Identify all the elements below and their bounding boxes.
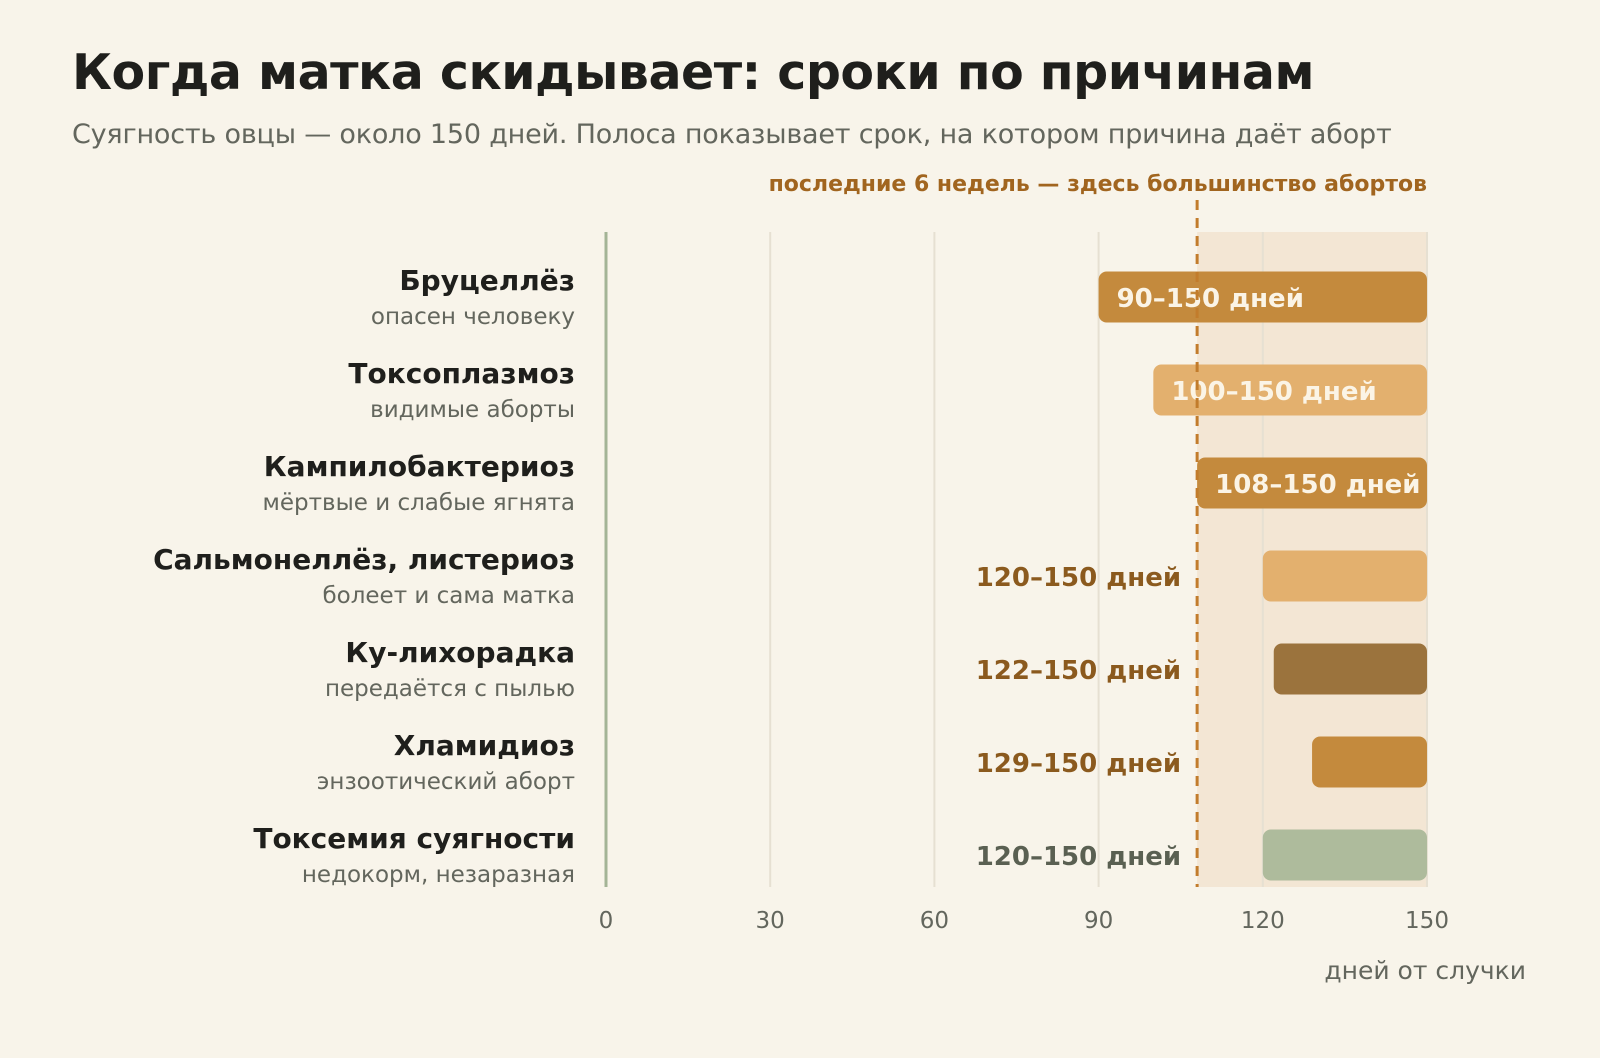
category-note-5: передаётся с пылью <box>325 676 575 702</box>
bar-value-label-3: 108–150 дней <box>1215 470 1420 500</box>
bar-7 <box>1262 829 1427 881</box>
category-note-1: опасен человеку <box>371 304 575 330</box>
category-label-2: Токсоплазмоз <box>348 357 575 390</box>
bar-value-label-5: 122–150 дней <box>976 656 1181 686</box>
highlight-zone-label: последние 6 недель — здесь большинство а… <box>769 172 1427 197</box>
category-label-4: Сальмонеллёз, листериоз <box>153 543 575 576</box>
category-note-6: энзоотический аборт <box>317 769 575 795</box>
bar-value-label-4: 120–150 дней <box>976 563 1181 593</box>
bar-value-label-1: 90–150 дней <box>1117 284 1304 314</box>
bar-1 <box>1098 271 1427 323</box>
bar-value-label-7: 120–150 дней <box>976 842 1181 872</box>
category-note-3: мёртвые и слабые ягнята <box>263 490 575 516</box>
x-tick-label-90: 90 <box>1084 908 1113 934</box>
bar-3 <box>1197 457 1427 509</box>
x-tick-label-60: 60 <box>920 908 949 934</box>
x-tick-label-30: 30 <box>756 908 785 934</box>
category-note-7: недокорм, незаразная <box>302 862 575 888</box>
category-note-2: видимые аборты <box>370 397 575 423</box>
chart-subtitle: Суягность овцы — около 150 дней. Полоса … <box>72 119 1392 150</box>
bar-2 <box>1153 364 1427 416</box>
x-axis-title: дней от случки <box>1324 956 1526 985</box>
x-tick-label-150: 150 <box>1405 908 1449 934</box>
bar-6 <box>1312 736 1427 788</box>
category-label-1: Бруцеллёз <box>399 264 575 297</box>
category-label-7: Токсемия суягности <box>253 822 575 855</box>
x-tick-label-0: 0 <box>599 908 614 934</box>
bar-5 <box>1273 643 1427 695</box>
bar-value-label-2: 100–150 дней <box>1171 377 1376 407</box>
x-tick-label-120: 120 <box>1241 908 1285 934</box>
category-label-5: Ку-лихорадка <box>345 636 575 669</box>
bar-value-label-6: 129–150 дней <box>976 749 1181 779</box>
bar-4 <box>1262 550 1427 602</box>
category-note-4: болеет и сама матка <box>322 583 575 609</box>
category-label-3: Кампилобактериоз <box>264 450 575 483</box>
chart-title: Когда матка скидывает: сроки по причинам <box>72 44 1315 101</box>
category-label-6: Хламидиоз <box>394 729 575 762</box>
